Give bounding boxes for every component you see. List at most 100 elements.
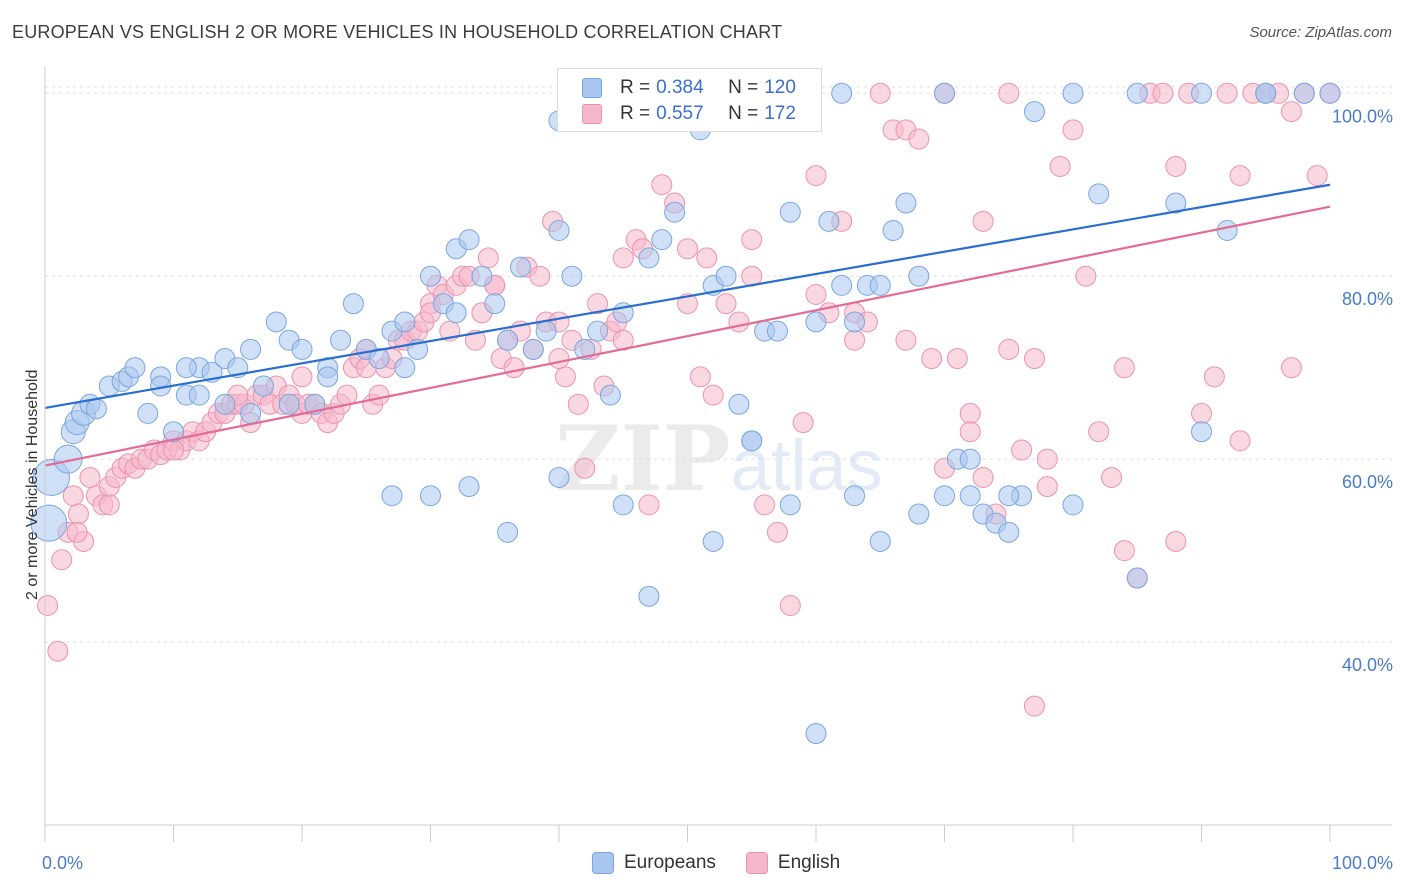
europeans-point (998, 485, 1020, 507)
legend-item-english[interactable]: English (745, 852, 841, 874)
europeans-point (895, 192, 917, 214)
english-point (689, 366, 711, 388)
europeans-point (728, 393, 750, 415)
english-point (1023, 695, 1045, 717)
europeans-point (175, 357, 197, 379)
europeans-point (831, 82, 853, 104)
europeans-point (561, 265, 583, 287)
english-point (677, 238, 698, 260)
english-point (972, 466, 994, 488)
english-swatch (582, 104, 602, 124)
english-point (1152, 82, 1174, 104)
english-point (67, 503, 89, 525)
legend-row-english: R = 0.557 N = 172 (582, 102, 796, 126)
english-point (503, 357, 525, 379)
europeans-point (548, 219, 570, 241)
europeans-point (959, 485, 981, 507)
english-point (741, 229, 763, 251)
english-point (638, 494, 660, 516)
english-point (921, 348, 943, 370)
english-point (677, 293, 698, 315)
english-point (1023, 348, 1045, 370)
english-point (715, 293, 737, 315)
europeans-point (484, 293, 506, 315)
r-label: R = (620, 77, 651, 98)
english-legend-swatch (745, 852, 768, 874)
english-point (1101, 466, 1123, 488)
europeans-point (458, 476, 480, 498)
europeans-point (638, 585, 660, 607)
europeans-point (394, 357, 416, 379)
europeans-point (959, 448, 981, 470)
europeans-point (471, 265, 493, 287)
correlation-legend: R = 0.384 N = 120 R = 0.557 N = 172 (557, 68, 822, 132)
english-point (946, 348, 968, 370)
n-value: 120 (764, 77, 796, 98)
english-point (908, 128, 930, 150)
english-point (79, 466, 101, 488)
english-point (869, 82, 891, 104)
english-point (651, 174, 673, 196)
english-point (51, 549, 73, 571)
english-point (464, 329, 486, 351)
europeans-point (612, 494, 634, 516)
europeans-point (394, 311, 416, 333)
y-axis-label: 2 or more Vehicles in Household (24, 370, 41, 600)
english-point (1036, 448, 1058, 470)
europeans-point (702, 530, 724, 552)
english-point (1280, 101, 1302, 123)
europeans-point (497, 329, 519, 351)
legend-item-europeans[interactable]: Europeans (592, 852, 716, 874)
english-point (895, 329, 917, 351)
europeans-point (1023, 101, 1045, 123)
europeans-point (1319, 82, 1341, 104)
chart-title: EUROPEAN VS ENGLISH 2 OR MORE VEHICLES I… (12, 22, 783, 42)
r-value: 0.384 (656, 77, 704, 98)
europeans-point (1216, 219, 1238, 241)
europeans-point (548, 466, 570, 488)
europeans-point (869, 530, 891, 552)
europeans-point (587, 320, 609, 342)
europeans-point (1062, 82, 1084, 104)
europeans-point (1191, 82, 1212, 104)
europeans-point (124, 357, 146, 379)
europeans-point (882, 219, 904, 241)
europeans-point (805, 311, 827, 333)
europeans-point (265, 311, 287, 333)
europeans-point (934, 82, 955, 104)
europeans-point (908, 265, 930, 287)
english-legend-label: English (777, 852, 841, 873)
watermark: ZIPatlas (555, 406, 883, 512)
europeans-point (1062, 494, 1084, 516)
r-value: 0.557 (656, 103, 704, 124)
europeans-point (1191, 421, 1212, 443)
europeans-point (651, 229, 673, 251)
english-point (529, 265, 551, 287)
europeans-point (818, 210, 840, 232)
europeans-point (869, 274, 891, 296)
english-point (574, 457, 596, 479)
english-point (1165, 530, 1187, 552)
english-point (612, 329, 634, 351)
english-point (972, 210, 994, 232)
english-point (998, 82, 1020, 104)
europeans-point (30, 504, 68, 542)
english-point (62, 485, 84, 507)
europeans-point (445, 302, 467, 324)
europeans-point (420, 485, 441, 507)
europeans-point (664, 201, 686, 223)
europeans-point (381, 485, 403, 507)
english-point (1088, 421, 1110, 443)
europeans-point (741, 430, 763, 452)
europeans-trend-line (44, 183, 1331, 410)
europeans-point (522, 338, 544, 360)
english-point (567, 393, 589, 415)
trend-lines (44, 183, 1331, 467)
europeans-point (85, 398, 107, 420)
english-point (163, 439, 184, 461)
n-label: N = (728, 103, 759, 124)
europeans-point (934, 485, 955, 507)
english-point (37, 594, 59, 616)
europeans-swatch (582, 78, 602, 98)
series-legend: Europeans English (592, 852, 870, 874)
